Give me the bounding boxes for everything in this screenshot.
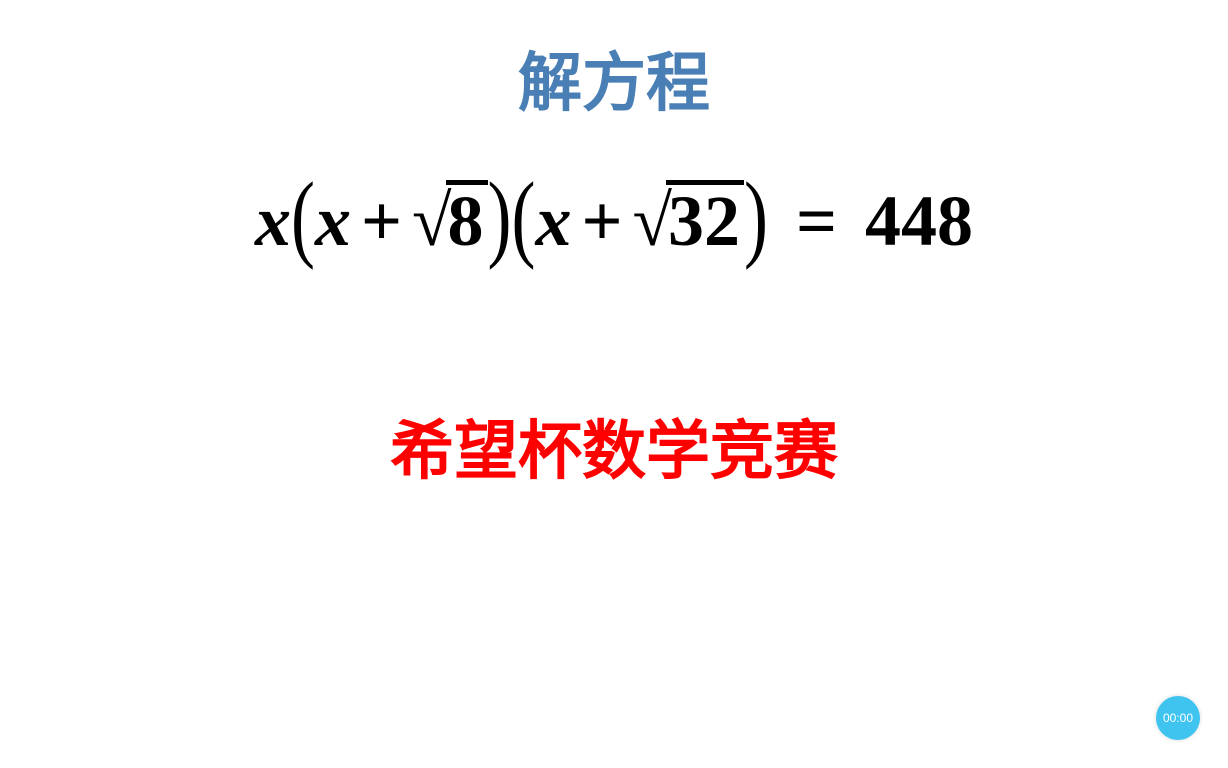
open-paren-1: (: [291, 161, 315, 273]
radical-icon: √: [412, 180, 452, 263]
plus-operator: +: [351, 181, 412, 261]
subtitle: 希望杯数学竞赛: [0, 400, 1228, 492]
close-paren-1: ): [488, 161, 512, 273]
timer-badge[interactable]: 00:00: [1156, 696, 1200, 740]
variable-x: x: [315, 181, 351, 261]
equals-operator: =: [786, 181, 847, 261]
close-paren-2: ): [744, 161, 768, 273]
radical-icon: √: [633, 180, 673, 263]
timer-text: 00:00: [1163, 711, 1193, 725]
open-paren-2: (: [511, 161, 535, 273]
equation-display: x(x+√8)(x+√32) = 448: [0, 180, 1228, 263]
variable-x: x: [535, 181, 571, 261]
page-title: 解方程: [0, 32, 1228, 124]
plus-operator: +: [571, 181, 632, 261]
rhs-value: 448: [865, 181, 973, 261]
variable-x: x: [255, 181, 291, 261]
radicand-32: 32: [666, 180, 744, 257]
